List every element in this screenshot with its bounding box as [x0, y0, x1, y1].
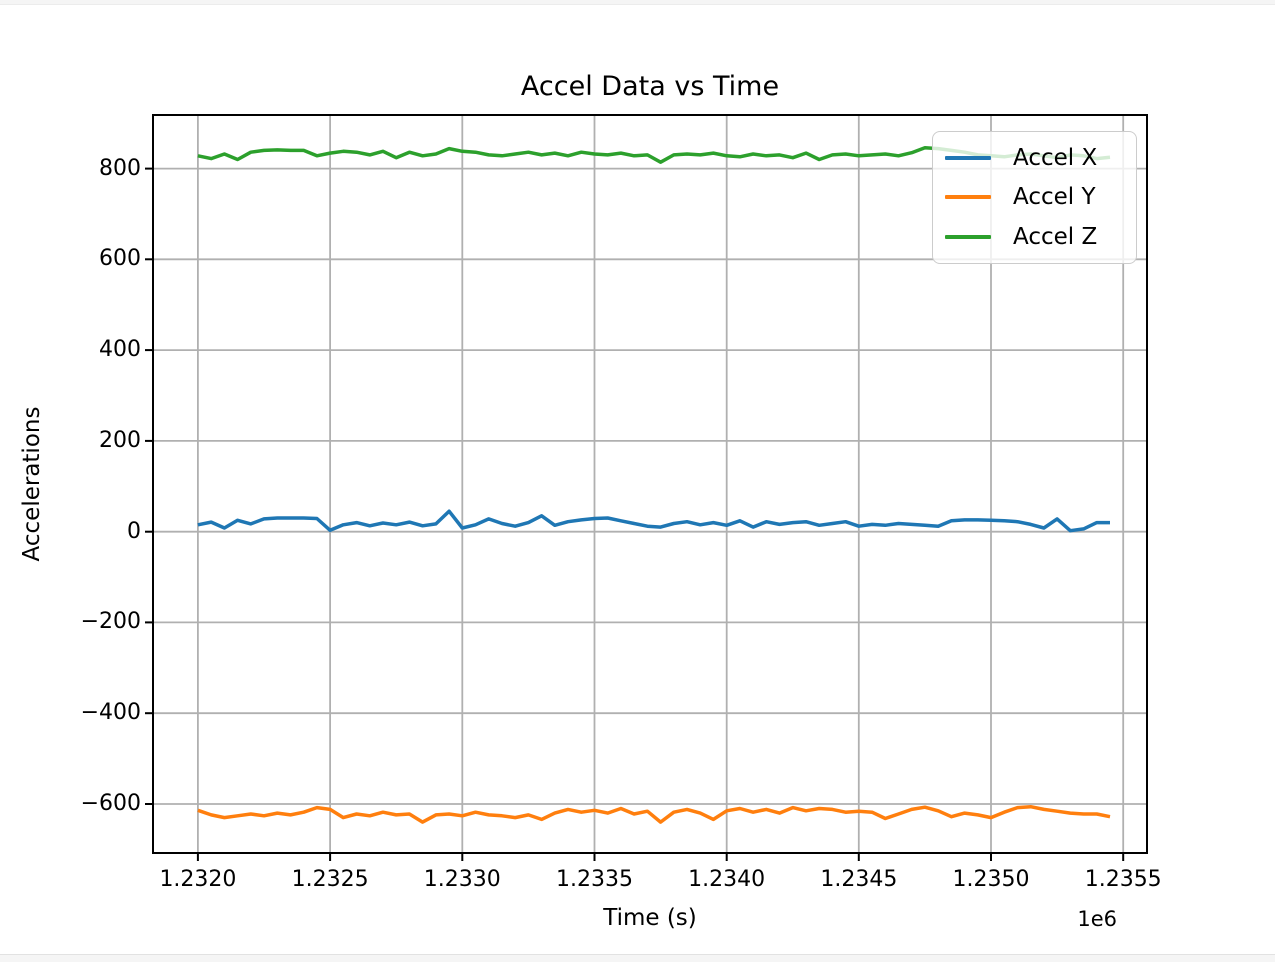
x-tick-label: 1.2350: [952, 867, 1030, 892]
legend-line-sample-accel-y: [945, 195, 991, 200]
y-tick-label: −400: [80, 700, 141, 726]
chart-title: Accel Data vs Time: [520, 71, 780, 102]
legend: Accel X Accel Y Accel Z: [932, 131, 1137, 264]
x-axis-label: Time (s): [603, 905, 697, 931]
legend-item-accel-x: Accel X: [945, 144, 1124, 172]
y-tick-label: 600: [99, 246, 141, 272]
window-top-edge: [0, 0, 1275, 5]
x-tick-label: 1.2330: [423, 867, 501, 892]
y-tick-label: 400: [99, 337, 141, 363]
legend-label-accel-z: Accel Z: [1013, 224, 1098, 251]
y-tick-label: −600: [80, 790, 141, 816]
x-axis-offset-label: 1e6: [1077, 907, 1117, 931]
x-tick-label: 1.2340: [688, 867, 766, 892]
legend-label-accel-x: Accel X: [1013, 144, 1098, 171]
x-tick-label: 1.2320: [159, 867, 237, 892]
legend-item-accel-y: Accel Y: [945, 183, 1124, 211]
y-tick-label: −200: [80, 609, 141, 635]
x-tick-label: 1.2325: [291, 867, 369, 892]
x-tick-label: 1.2355: [1084, 867, 1162, 892]
y-tick-label: 0: [127, 518, 141, 544]
legend-label-accel-y: Accel Y: [1013, 184, 1096, 211]
legend-line-sample-accel-x: [945, 155, 991, 160]
x-tick-label: 1.2335: [555, 867, 633, 892]
legend-item-accel-z: Accel Z: [945, 223, 1124, 251]
legend-line-sample-accel-z: [945, 235, 991, 240]
y-tick-label: 200: [99, 427, 141, 453]
y-tick-label: 800: [99, 155, 141, 181]
window-bottom-edge: [0, 954, 1275, 962]
x-tick-label: 1.2345: [820, 867, 898, 892]
